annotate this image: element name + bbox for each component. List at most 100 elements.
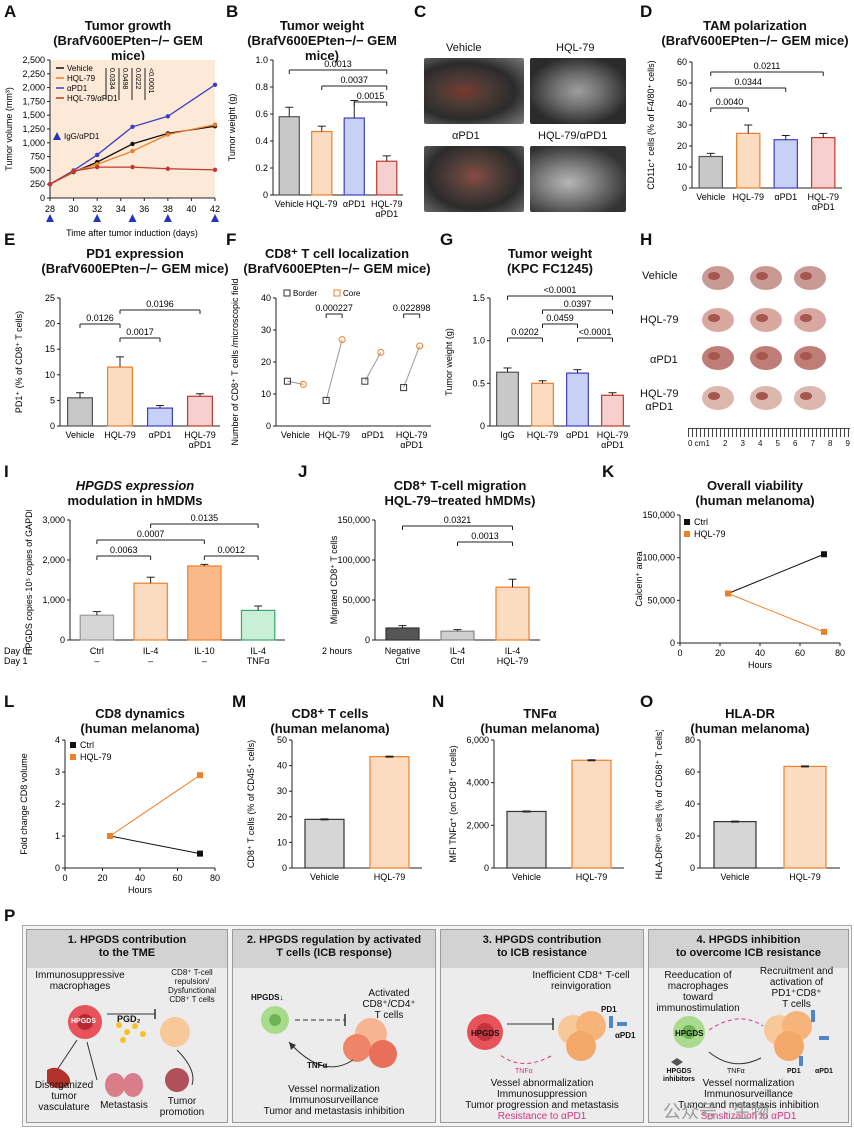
- pair-line: [403, 345, 421, 388]
- p-value: 0.0498: [121, 68, 128, 90]
- x-tick-label: –: [202, 656, 207, 666]
- box2-v1: Vessel normalization: [288, 1084, 380, 1095]
- bar: [496, 371, 519, 427]
- x-tick-label: IL-4: [250, 646, 266, 656]
- y-tick-label: 40: [261, 293, 271, 303]
- y-tick-label: 1.0: [255, 55, 268, 65]
- data-point: [130, 124, 135, 129]
- x-tick-label: 30: [69, 204, 79, 214]
- box3-illustration: [467, 1011, 627, 1064]
- y-tick-label: 0: [50, 421, 55, 431]
- bar: [278, 116, 300, 196]
- x-tick-label: IL-4: [450, 646, 466, 656]
- y-tick-label: 0: [480, 421, 485, 431]
- legend-swatch: [684, 519, 690, 525]
- y-tick-label: 30: [277, 786, 287, 796]
- box4-pd1: PD1: [787, 1068, 801, 1075]
- box1-header: 1. HPGDS contribution to the TME: [27, 930, 227, 968]
- specimen-label-combo-2: αPD1: [645, 401, 674, 413]
- y-axis-label: CD8⁺ T cells (% of CD45⁺ cells): [246, 740, 256, 868]
- y-tick-label: 2,250: [22, 69, 45, 79]
- box4-apd1: αPD1: [815, 1068, 833, 1075]
- lung-right: [123, 1073, 143, 1097]
- core-point: [377, 348, 385, 356]
- photo-combo: [530, 146, 626, 212]
- series-line: [49, 166, 216, 185]
- x-tick-label: HQL-79: [104, 430, 136, 440]
- specimen-spot: [756, 272, 768, 280]
- macrophage-nucleus: [77, 1014, 93, 1030]
- ruler-label: 3: [740, 439, 745, 448]
- y-tick-label: 10: [277, 837, 287, 847]
- box1-tcell-label: CD8⁺ T-cell repulsion/Dysfunctional CD8⁺ T…: [157, 968, 227, 1004]
- specimen-spot: [708, 272, 720, 280]
- y-tick-label: 0: [263, 190, 268, 200]
- panel-j-title: CD8⁺ T-cell migration HQL-79–treated hMDM…: [360, 478, 560, 508]
- y-axis-label: Tumor volume (mm³): [4, 87, 14, 171]
- bar: [79, 614, 115, 641]
- x-tick-label: HQL-79: [371, 199, 403, 209]
- y-tick-label: 0: [682, 183, 687, 193]
- panel-e-title: PD1 expression (BrafV600EPten−/− GEM mice…: [40, 246, 230, 276]
- box1-pgd2: PGD₂: [117, 1014, 141, 1024]
- legend-label: Ctrl: [80, 740, 94, 750]
- y-tick-label: 150,000: [337, 515, 370, 525]
- legend-triangle: [53, 132, 61, 140]
- x-tick-label: 0: [677, 648, 682, 658]
- bar: [133, 582, 168, 641]
- legend-label: Ctrl: [694, 517, 708, 527]
- panel-label-g: G: [440, 230, 454, 249]
- y-tick-label: 0.8: [255, 82, 268, 92]
- panel-b-title-text: Tumor weight: [279, 18, 365, 33]
- ruler-label: 0 cm: [688, 439, 706, 448]
- lung-left: [105, 1073, 125, 1097]
- x-tick-label: HQL-79: [318, 430, 350, 440]
- data-point: [212, 122, 218, 127]
- panel-l-title-2: (human melanoma): [80, 721, 200, 736]
- y-axis-label: Tumor weight (g): [227, 94, 237, 162]
- y-tick-label: 2: [55, 799, 60, 809]
- box2-activated: Activated CD8⁺/CD4⁺ T cells: [343, 988, 435, 1021]
- y-tick-label: 2,000: [42, 555, 65, 565]
- schematic-box-1: 1. HPGDS contribution to the TME Immunosu…: [26, 929, 228, 1123]
- cd8-tcells-chart: 0 10 20 30 40 50 CD8⁺ T cells (% of CD45⁺ cell…: [246, 735, 422, 882]
- box1-metastasis: Metastasis: [100, 1100, 148, 1111]
- panel-a-title-text: Tumor growth: [84, 18, 172, 33]
- box2-hpgds-down: HPGDS↓: [251, 993, 284, 1002]
- data-point: [212, 82, 218, 88]
- panel-i-title: HPGDS expression modulation in hMDMs: [40, 478, 230, 508]
- y-tick-label: 1.5: [472, 293, 485, 303]
- x-tick-label: αPD1: [362, 430, 385, 440]
- y-axis-label: Migrated CD8⁺ T cells: [329, 535, 339, 624]
- p-value: 0.0459: [546, 313, 574, 323]
- data-point: [47, 182, 53, 187]
- bar: [106, 366, 133, 427]
- panel-k-title-2: (human melanoma): [695, 493, 815, 508]
- x-tick-label: 20: [97, 873, 107, 883]
- tumor-specimen-grid: Vehicle HQL-79 αPD1 HQL-79 αPD1 0 cm 1 2 3 4 5…: [640, 250, 854, 455]
- core-point: [338, 336, 346, 344]
- y-tick-label: 0: [690, 863, 695, 873]
- p-value: 0.0015: [357, 91, 385, 101]
- bar: [506, 810, 547, 869]
- p-value: 0.0126: [86, 313, 114, 323]
- y-tick-label: 40: [277, 761, 287, 771]
- panel-o-title-text: HLA-DR: [725, 706, 775, 721]
- panel-m-title-text: CD8⁺ T cells: [291, 706, 369, 721]
- panel-e-subtitle: (BrafV600EPten−/− GEM mice): [41, 261, 229, 276]
- bar: [187, 395, 214, 427]
- ruler-label: 5: [775, 439, 780, 448]
- schematic-box-4: 4. HPGDS inhibition to overcome ICB resis…: [648, 929, 849, 1123]
- x-tick-label: αPD1: [566, 430, 589, 440]
- x-tick-label: HQL-79: [789, 872, 821, 882]
- border-point: [322, 396, 330, 404]
- data-point: [94, 164, 100, 170]
- photo-label-combo: HQL-79/αPD1: [538, 130, 608, 142]
- box4-inh2: inhibitors: [663, 1076, 695, 1083]
- x-tick-label: αPD1: [812, 202, 835, 212]
- box1-l3: CD8⁺ T-cell: [171, 968, 213, 977]
- p-value: <0.0001: [579, 327, 612, 337]
- bar: [147, 407, 174, 427]
- panel-f-title-text: CD8⁺ T cell localization: [264, 246, 410, 261]
- y-tick-label: 0.6: [255, 109, 268, 119]
